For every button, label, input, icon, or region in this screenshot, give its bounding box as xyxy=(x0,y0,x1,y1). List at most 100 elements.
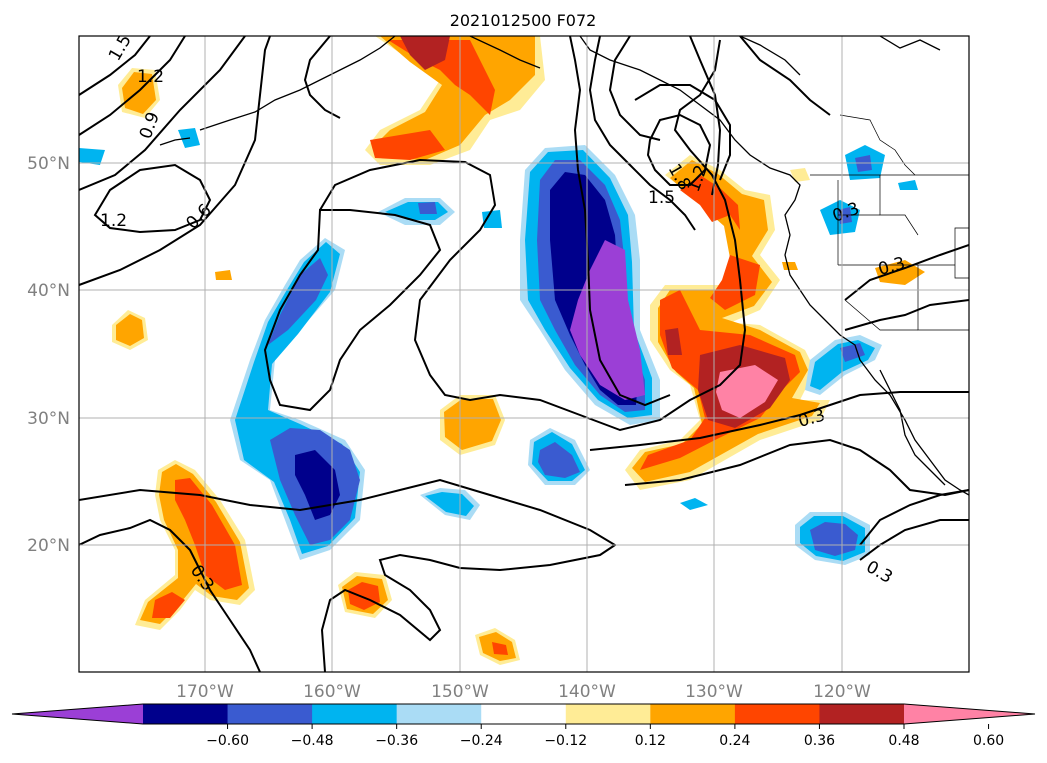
colorbar-ticks: −0.60 −0.48 −0.36 −0.24 −0.12 0.12 0.24 0.36 0.4… xyxy=(206,724,1004,749)
contour-line xyxy=(79,478,617,672)
fill-region xyxy=(810,522,858,556)
filled-contours xyxy=(79,36,925,665)
fill-region xyxy=(444,399,501,450)
fill-region xyxy=(116,314,144,346)
contour-line xyxy=(79,36,186,136)
colorbar-tick-label: 0.12 xyxy=(635,733,666,749)
contour-label: 1.2 xyxy=(100,211,127,231)
fill-region xyxy=(79,148,105,165)
fill-region xyxy=(388,40,495,115)
lon-label: 150°W xyxy=(431,682,489,702)
lon-label: 120°W xyxy=(813,682,871,702)
lon-label: 170°W xyxy=(176,682,234,702)
fill-region xyxy=(492,642,508,655)
fill-region xyxy=(790,168,810,182)
map-title: 2021012500 F072 xyxy=(450,11,597,30)
colorbar-swatches xyxy=(11,703,1036,725)
contour-line xyxy=(859,489,969,546)
fill-region xyxy=(370,130,445,160)
coastline xyxy=(579,36,969,496)
colorbar-swatch xyxy=(143,704,229,724)
colorbar-tick-label: 0.36 xyxy=(804,733,835,749)
fill-region xyxy=(372,36,535,160)
coastline xyxy=(199,36,396,131)
contour-line xyxy=(79,36,151,96)
contour-line xyxy=(646,113,712,186)
colorbar-extend-max xyxy=(904,704,1035,724)
fill-region xyxy=(840,343,865,362)
contour-line xyxy=(634,84,731,181)
fill-region xyxy=(716,365,778,418)
contour-line xyxy=(608,36,661,141)
coastline xyxy=(879,36,941,51)
colorbar-swatch xyxy=(481,704,567,724)
fill-region xyxy=(268,258,328,345)
contour-line xyxy=(319,39,747,432)
fill-region xyxy=(152,592,185,618)
coastlines xyxy=(159,36,969,496)
coastline xyxy=(879,369,946,486)
contour-line xyxy=(263,209,442,412)
colorbar-swatch xyxy=(565,704,651,724)
colorbar-tick-label: 0.48 xyxy=(888,733,919,749)
contour-label: 1.2 xyxy=(137,67,164,87)
colorbar-tick-label: −0.60 xyxy=(206,733,249,749)
fill-region xyxy=(482,210,502,228)
colorbar-tick-label: 0.24 xyxy=(719,733,750,749)
lon-label: 160°W xyxy=(303,682,361,702)
colorbar-tick-label: −0.36 xyxy=(375,733,418,749)
colorbar-swatch xyxy=(650,704,736,724)
coastline xyxy=(469,36,541,69)
contour-line xyxy=(624,438,969,497)
contour-line xyxy=(844,244,969,301)
colorbar-tick-label: −0.24 xyxy=(460,733,503,749)
colorbar-swatch xyxy=(312,704,398,724)
map-plot-area: 1.5 1.2 0.9 1.2 0.6 1.5 1.8 1.2 0.3 0.3 … xyxy=(79,36,969,672)
colorbar-swatch xyxy=(227,704,313,724)
colorbar-tick-label: −0.12 xyxy=(544,733,587,749)
colorbar-tick-label: −0.48 xyxy=(291,733,334,749)
colorbar-extend-min xyxy=(12,704,143,724)
fill-region xyxy=(898,180,918,190)
fill-region xyxy=(680,498,708,510)
border xyxy=(879,175,919,236)
contour-line xyxy=(589,391,969,451)
contour-line xyxy=(739,36,831,116)
colorbar-swatch xyxy=(819,704,905,724)
fill-region xyxy=(425,492,474,516)
lat-label: 40°N xyxy=(27,281,70,301)
map-frame xyxy=(78,35,970,673)
contour-line xyxy=(588,36,696,231)
colorbar-swatch xyxy=(734,704,820,724)
contour-line xyxy=(93,163,212,234)
fill-region xyxy=(295,450,340,520)
colorbar-swatch xyxy=(396,704,482,724)
fill-region xyxy=(782,262,798,270)
fill-region xyxy=(418,202,437,214)
border xyxy=(844,299,918,331)
colorbar-tick-label: 0.60 xyxy=(973,733,1004,749)
contour-lines xyxy=(79,36,969,672)
coastline xyxy=(739,36,801,76)
border xyxy=(954,227,969,279)
contour-line xyxy=(844,299,969,331)
fill-region xyxy=(215,270,232,280)
contour-line xyxy=(79,36,246,191)
fill-region xyxy=(710,255,760,310)
fill-region xyxy=(400,36,450,70)
contour-label: 1.5 xyxy=(648,188,675,208)
borders xyxy=(810,114,969,331)
contour-line xyxy=(859,519,969,561)
fill-region xyxy=(665,328,682,355)
fill-region xyxy=(680,175,740,230)
contour-line xyxy=(689,36,722,196)
fill-region xyxy=(348,582,380,610)
gridlines xyxy=(79,36,969,672)
fill-region xyxy=(175,478,242,590)
lon-label: 130°W xyxy=(685,682,743,702)
colorbar: −0.60 −0.48 −0.36 −0.24 −0.12 0.12 0.24 0.36 0.4… xyxy=(11,703,1036,749)
contour-line xyxy=(79,518,261,672)
lon-label: 140°W xyxy=(558,682,616,702)
coastline xyxy=(159,137,191,146)
